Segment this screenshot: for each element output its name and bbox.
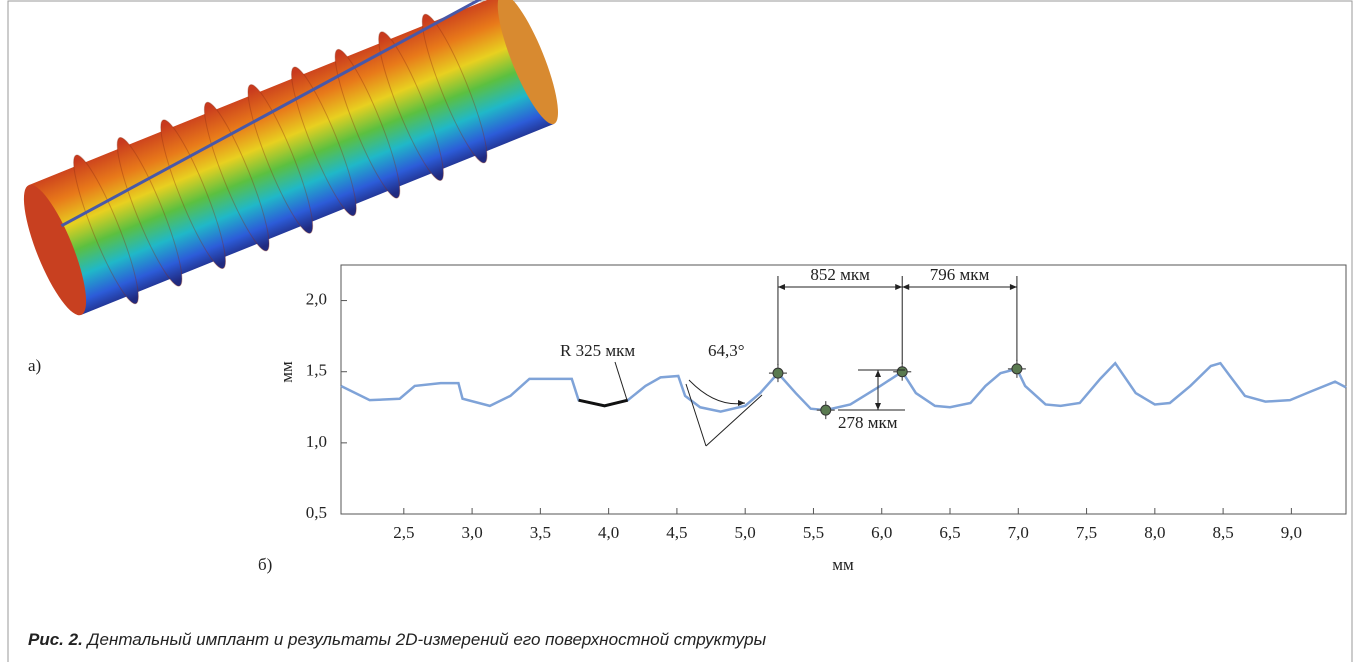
annotation: 796 мкм xyxy=(930,265,990,284)
y-tick-label: 1,5 xyxy=(306,361,327,380)
y-tick-label: 0,5 xyxy=(306,503,327,522)
annotation: R 325 мкм xyxy=(560,341,635,360)
y-tick-label: 1,0 xyxy=(306,432,327,451)
caption-prefix: Рис. 2. xyxy=(28,630,83,649)
panel-label: б) xyxy=(258,555,272,574)
dimension-line xyxy=(686,384,706,446)
annotation: 278 мкм xyxy=(838,413,898,432)
profile-line xyxy=(341,363,1346,411)
marker xyxy=(1012,364,1022,374)
x-axis-label: мм xyxy=(832,555,854,574)
marker xyxy=(773,368,783,378)
frame xyxy=(8,1,1352,662)
x-tick-label: 3,5 xyxy=(530,523,551,542)
x-tick-label: 2,5 xyxy=(393,523,414,542)
arrow-head xyxy=(875,403,881,410)
x-tick-label: 4,0 xyxy=(598,523,619,542)
annotation: 852 мкм xyxy=(810,265,870,284)
x-tick-label: 7,0 xyxy=(1008,523,1029,542)
x-tick-label: 3,0 xyxy=(461,523,482,542)
x-tick-label: 4,5 xyxy=(666,523,687,542)
figure: а) б) мм мм Рис. 2. Дентальный имплант и… xyxy=(0,0,1360,663)
x-tick-label: 8,0 xyxy=(1144,523,1165,542)
dimension-line xyxy=(706,395,762,446)
page: а) б) мм мм Рис. 2. Дентальный имплант и… xyxy=(0,0,1360,663)
implant-image xyxy=(8,0,572,331)
arrow-head xyxy=(778,284,785,290)
x-tick-label: 7,5 xyxy=(1076,523,1097,542)
caption: Рис. 2. Дентальный имплант и результаты … xyxy=(28,630,767,649)
annotation: 64,3° xyxy=(708,341,745,360)
radius-arc xyxy=(579,400,628,406)
x-tick-label: 6,5 xyxy=(939,523,960,542)
dimension-line xyxy=(615,362,627,400)
panel-label: а) xyxy=(28,356,41,375)
x-tick-label: 8,5 xyxy=(1212,523,1233,542)
arrow-head xyxy=(895,284,902,290)
arrow-head xyxy=(875,370,881,377)
caption-text: Дентальный имплант и результаты 2D-измер… xyxy=(86,630,767,649)
x-tick-label: 5,5 xyxy=(803,523,824,542)
y-axis-label: мм xyxy=(277,361,296,383)
plot-frame xyxy=(341,265,1346,514)
x-tick-label: 9,0 xyxy=(1281,523,1302,542)
arrow-head xyxy=(902,284,909,290)
x-tick-label: 5,0 xyxy=(735,523,756,542)
arrow-head xyxy=(1010,284,1017,290)
marker xyxy=(821,405,831,415)
y-tick-label: 2,0 xyxy=(306,289,327,308)
x-tick-label: 6,0 xyxy=(871,523,892,542)
marker xyxy=(897,367,907,377)
angle-arc xyxy=(689,380,745,404)
